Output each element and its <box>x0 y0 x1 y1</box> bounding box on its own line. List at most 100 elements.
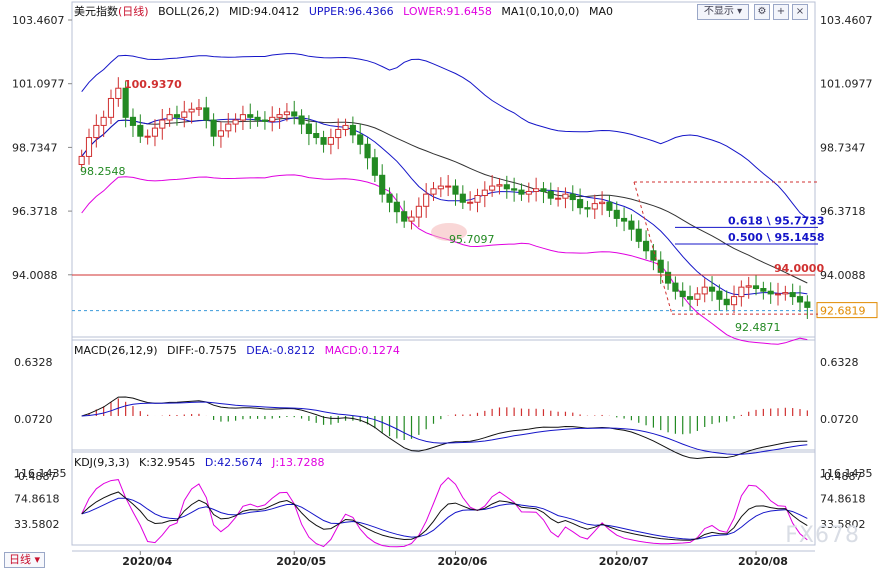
kdj-panel-frame <box>71 449 816 546</box>
candle-body <box>686 296 694 300</box>
candle-body <box>664 271 672 284</box>
macd-label[interactable]: MACD(26,12,9) <box>74 344 158 357</box>
candle-body <box>635 228 642 242</box>
candle-body <box>562 193 569 199</box>
kdj-label[interactable]: KDJ(9,3,3) <box>74 456 130 469</box>
add-indicator-icon[interactable]: + <box>773 4 789 20</box>
high-label: 100.9370 <box>124 78 182 91</box>
macd-tick-left: 0.0720 <box>14 413 53 426</box>
candle-body <box>217 130 225 137</box>
candle-body <box>716 290 723 300</box>
candle-body <box>679 290 686 298</box>
price-tick-left: 98.7347 <box>12 141 58 154</box>
close-icon[interactable]: × <box>792 4 808 20</box>
candle-body <box>752 285 760 290</box>
kdj-d: D:42.5674 <box>204 456 263 469</box>
candle-body <box>708 286 716 292</box>
macd-diff-line <box>81 396 808 460</box>
candle-body <box>188 108 195 113</box>
candle-body <box>738 286 745 298</box>
boll-label[interactable]: BOLL(26,2) <box>158 5 220 18</box>
candle-body <box>804 301 811 308</box>
candle-body <box>181 111 188 118</box>
candle-body <box>540 188 547 192</box>
macd-tick-right: 0.0720 <box>820 413 859 426</box>
price-tick-right: 101.0977 <box>820 78 873 91</box>
kdj-j-line <box>81 477 808 548</box>
candle-body <box>511 188 518 191</box>
candle-body <box>320 137 327 145</box>
candle-body <box>151 127 159 137</box>
price-tick-left: 103.4607 <box>12 14 65 27</box>
candle-body <box>452 185 459 195</box>
candle-body <box>305 123 312 135</box>
macd-tick-left: -0.4887 <box>14 470 56 483</box>
price-tick-left: 101.0977 <box>12 78 65 91</box>
macd-header: MACD(26,12,9) DIFF:-0.7575 DEA:-0.8212 M… <box>74 344 406 357</box>
hide-indicator-label: 不显示 <box>703 6 734 17</box>
time-tick-label: 2020/05 <box>276 555 326 568</box>
candle-body <box>173 114 181 118</box>
candle-body <box>415 205 422 218</box>
candle-body <box>364 143 371 159</box>
candle-body <box>767 290 774 295</box>
candle-body <box>577 199 584 209</box>
candle-body <box>569 193 576 201</box>
candle-body <box>650 250 657 261</box>
candle-body <box>445 185 452 188</box>
ma0-value: MA0 <box>588 5 613 18</box>
candle-body <box>107 97 115 118</box>
macd-tick-left: 0.6328 <box>14 356 53 369</box>
candle-body <box>379 174 386 195</box>
kdj-tick-right: 33.5802 <box>820 518 866 531</box>
candle-body <box>599 201 606 205</box>
mid-value: MID:94.0412 <box>228 5 300 18</box>
period-tab-label: 日线 <box>9 553 31 566</box>
candle-body <box>613 209 620 219</box>
hide-indicator-button[interactable]: 不显示 ▾ <box>697 4 749 20</box>
candle-body <box>122 87 129 118</box>
period-tab[interactable]: 日线 ▾ <box>4 552 46 568</box>
ma-label[interactable]: MA1(0,10,0,0) <box>501 5 580 18</box>
candle-body <box>730 296 738 306</box>
candle-body <box>78 155 85 166</box>
time-tick-label: 2020/08 <box>738 555 788 568</box>
candle-body <box>210 119 217 137</box>
candle-body <box>283 111 290 116</box>
macd-tick-right: -0.4887 <box>820 470 862 483</box>
price-tick-right: 96.3718 <box>820 205 866 218</box>
candle-body <box>782 292 789 295</box>
boll-upper-line <box>81 53 808 219</box>
main-header: 美元指数(日线) BOLL(26,2) MID:94.0412 UPPER:96… <box>74 3 619 19</box>
level-label: 94.0000 <box>774 262 824 275</box>
candle-body <box>115 87 122 99</box>
candle-body <box>342 124 349 130</box>
candle-body <box>643 240 650 252</box>
settings-icon[interactable]: ⚙ <box>754 4 770 20</box>
candle-body <box>628 220 635 230</box>
candle-body <box>430 188 437 195</box>
watermark: FX678 <box>785 523 860 548</box>
candle-body <box>225 123 232 132</box>
macd-dea: DEA:-0.8212 <box>246 344 316 357</box>
candle-body <box>93 124 100 139</box>
price-tick-right: 98.7347 <box>820 141 866 154</box>
candle-body <box>349 124 356 136</box>
candle-body <box>408 216 415 222</box>
candle-body <box>467 201 474 204</box>
kdj-d-line <box>81 497 808 540</box>
candle-body <box>796 296 804 303</box>
candle-body <box>496 184 503 187</box>
price-panel-frame <box>71 1 816 341</box>
macd-diff: DIFF:-0.7575 <box>167 344 237 357</box>
candle-body <box>232 119 239 125</box>
fib-diag-line <box>633 181 673 315</box>
low-label-2: 95.7097 <box>449 233 495 246</box>
candle-body <box>503 184 510 190</box>
kdj-k: K:32.9545 <box>139 456 196 469</box>
candle-body <box>195 107 203 110</box>
time-tick-label: 2020/07 <box>599 555 649 568</box>
time-tick-label: 2020/06 <box>437 555 487 568</box>
candle-body <box>291 111 298 117</box>
